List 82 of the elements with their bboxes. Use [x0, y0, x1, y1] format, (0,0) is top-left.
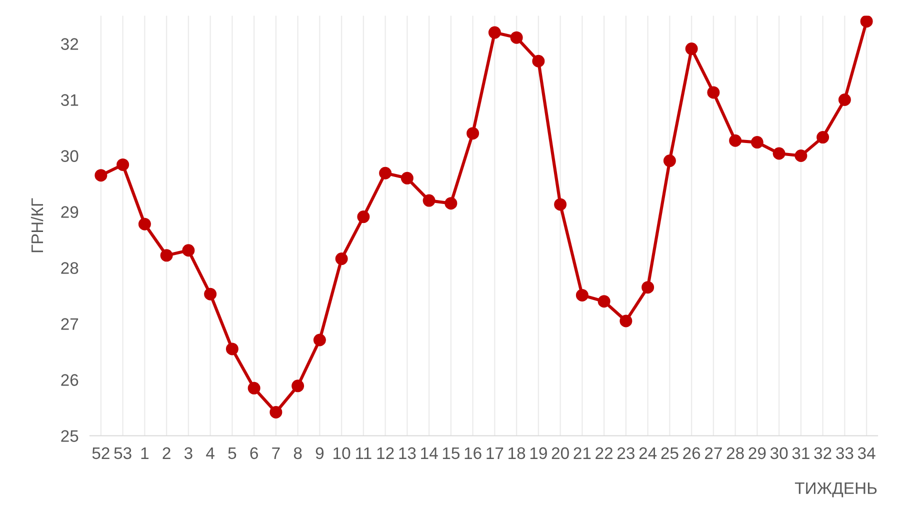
x-tick-label: 9: [316, 447, 324, 460]
x-tick-label: 28: [726, 447, 744, 460]
point: [422, 194, 436, 207]
x-tick-label: 5: [228, 447, 236, 460]
y-tick-label: 28: [61, 262, 78, 274]
x-tick-label: 7: [272, 447, 280, 459]
x-tick-label: 8: [294, 447, 302, 460]
point: [532, 54, 545, 68]
y-tick-label: 31: [60, 94, 78, 106]
point: [729, 134, 742, 147]
point: [357, 210, 370, 224]
point: [620, 314, 632, 328]
point: [488, 26, 501, 39]
x-tick-label: 6: [250, 447, 258, 460]
point: [204, 288, 217, 300]
x-tick-label: 17: [486, 447, 504, 459]
point: [335, 252, 348, 266]
y-tick-label: 25: [61, 430, 78, 442]
point: [794, 150, 808, 162]
point: [226, 342, 238, 356]
y-tick-label: 26: [61, 374, 78, 386]
x-tick-label: 24: [639, 447, 657, 459]
x-tick-label: 21: [574, 447, 591, 459]
x-tick-label: 14: [421, 447, 438, 459]
point: [860, 16, 873, 28]
x-tick-label: 34: [858, 447, 876, 460]
x-tick-label: 23: [618, 447, 634, 460]
x-tick-label: 2: [162, 447, 170, 459]
x-tick-label: 52: [92, 447, 110, 460]
point: [663, 154, 676, 168]
point: [816, 131, 830, 144]
x-tick-label: 3: [184, 447, 192, 460]
y-tick-label: 29: [61, 206, 78, 218]
point: [510, 31, 523, 44]
point: [116, 158, 130, 171]
x-tick-label: 30: [770, 447, 788, 460]
point: [270, 406, 282, 418]
point: [598, 295, 610, 308]
point: [576, 288, 588, 302]
point: [248, 382, 260, 394]
x-tick-label: 26: [683, 447, 700, 460]
point: [750, 136, 764, 149]
x-tick-label: 10: [334, 447, 350, 460]
y-tick-label: 27: [61, 318, 78, 330]
point: [685, 42, 698, 56]
x-tick-label: 15: [442, 447, 460, 460]
point: [313, 334, 326, 346]
point: [160, 249, 173, 262]
x-tick-label: 32: [814, 447, 832, 460]
x-tick-label: 29: [748, 447, 766, 460]
point: [182, 244, 195, 257]
y-tick-label: 30: [60, 150, 78, 162]
point: [400, 172, 414, 184]
point: [94, 169, 108, 182]
point: [642, 281, 654, 294]
point: [138, 218, 151, 230]
x-tick-label: 1: [141, 447, 149, 459]
point: [292, 380, 304, 392]
x-tick-label: 18: [508, 447, 526, 460]
x-tick-label: 19: [530, 447, 547, 460]
x-tick-label: 4: [206, 447, 214, 459]
x-tick-label: 27: [705, 447, 722, 459]
x-tick-label: 25: [661, 447, 678, 460]
x-tick-label: 31: [792, 447, 810, 460]
point: [466, 127, 480, 140]
point: [379, 166, 392, 180]
y-axis-title: ГРН/КГ: [30, 198, 44, 252]
x-tick-label: 22: [596, 447, 612, 459]
x-axis-title: ТИЖДЕНЬ: [794, 482, 877, 498]
x-tick-label: 33: [836, 447, 854, 460]
y-tick-label: 32: [60, 38, 78, 50]
x-tick-label: 53: [114, 447, 132, 460]
x-tick-label: 11: [356, 447, 372, 459]
x-tick-label: 20: [552, 447, 569, 460]
point: [838, 94, 851, 106]
x-tick-label: 13: [399, 447, 416, 460]
x-tick-label: 16: [464, 447, 482, 460]
point: [444, 197, 458, 210]
point: [707, 86, 720, 99]
x-tick-label: 12: [377, 447, 394, 459]
point: [554, 198, 567, 211]
point: [772, 147, 786, 160]
